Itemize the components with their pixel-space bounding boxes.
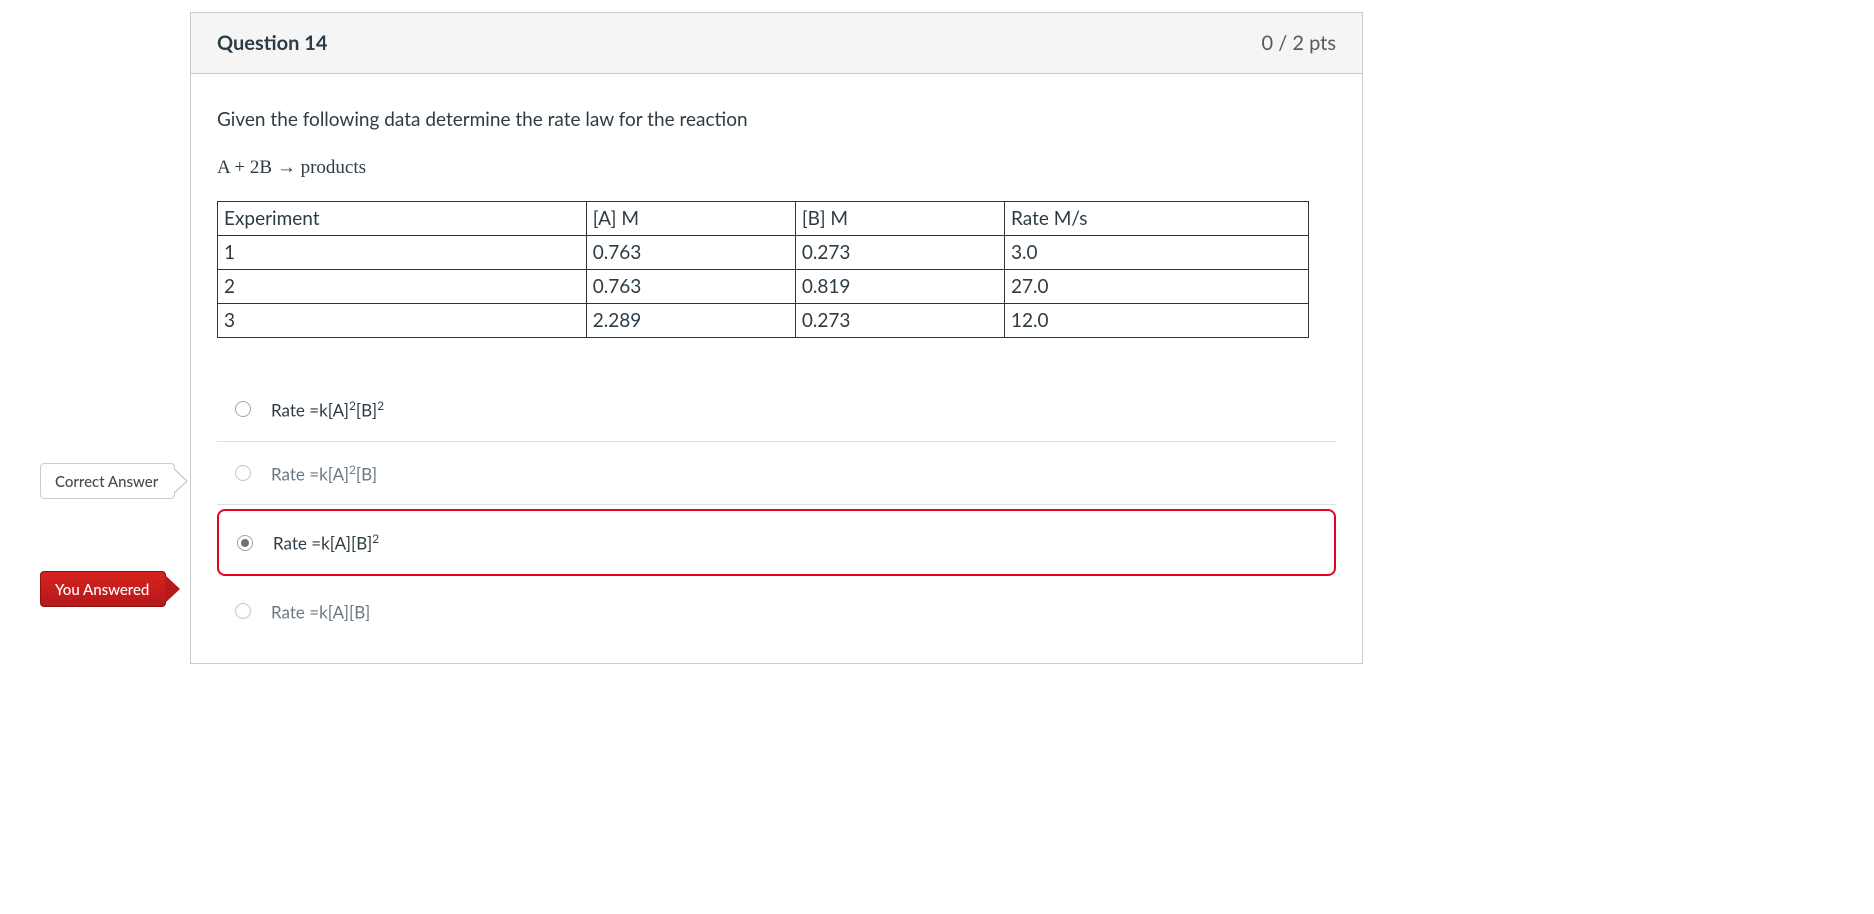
- question-card: Question 14 0 / 2 pts Given the followin…: [190, 12, 1363, 664]
- question-header: Question 14 0 / 2 pts: [191, 13, 1362, 74]
- table-row: 2 0.763 0.819 27.0: [218, 270, 1309, 304]
- question-title: Question 14: [217, 31, 327, 55]
- radio-icon: [235, 401, 251, 417]
- answer-option-a[interactable]: Rate =k[A]2[B]2: [217, 378, 1336, 442]
- reaction-equation: A + 2B → products: [217, 157, 1336, 179]
- answer-option-b[interactable]: Rate =k[A]2[B]: [217, 442, 1336, 506]
- radio-icon: [235, 465, 251, 481]
- answer-text: Rate =k[A][B]2: [273, 531, 379, 554]
- answer-option-c[interactable]: Rate =k[A][B]2: [217, 509, 1336, 576]
- radio-icon: [237, 535, 253, 551]
- question-body: Given the following data determine the r…: [191, 74, 1362, 378]
- table-row: 1 0.763 0.273 3.0: [218, 236, 1309, 270]
- col-a: [A] M: [586, 202, 795, 236]
- you-answered-flag: You Answered: [40, 571, 166, 607]
- answer-option-d[interactable]: Rate =k[A][B]: [217, 580, 1336, 643]
- question-prompt: Given the following data determine the r…: [217, 108, 1336, 131]
- answer-text: Rate =k[A]2[B]: [271, 462, 377, 485]
- col-experiment: Experiment: [218, 202, 587, 236]
- col-b: [B] M: [795, 202, 1004, 236]
- data-table: Experiment [A] M [B] M Rate M/s 1 0.763 …: [217, 201, 1309, 338]
- radio-icon: [235, 603, 251, 619]
- table-row: 3 2.289 0.273 12.0: [218, 304, 1309, 338]
- answers-list: Rate =k[A]2[B]2 Rate =k[A]2[B] Rate =k[A…: [191, 378, 1362, 663]
- correct-answer-flag: Correct Answer: [40, 463, 175, 499]
- answer-text: Rate =k[A]2[B]2: [271, 398, 384, 421]
- question-points: 0 / 2 pts: [1261, 31, 1336, 55]
- answer-text: Rate =k[A][B]: [271, 600, 370, 623]
- table-header-row: Experiment [A] M [B] M Rate M/s: [218, 202, 1309, 236]
- col-rate: Rate M/s: [1005, 202, 1309, 236]
